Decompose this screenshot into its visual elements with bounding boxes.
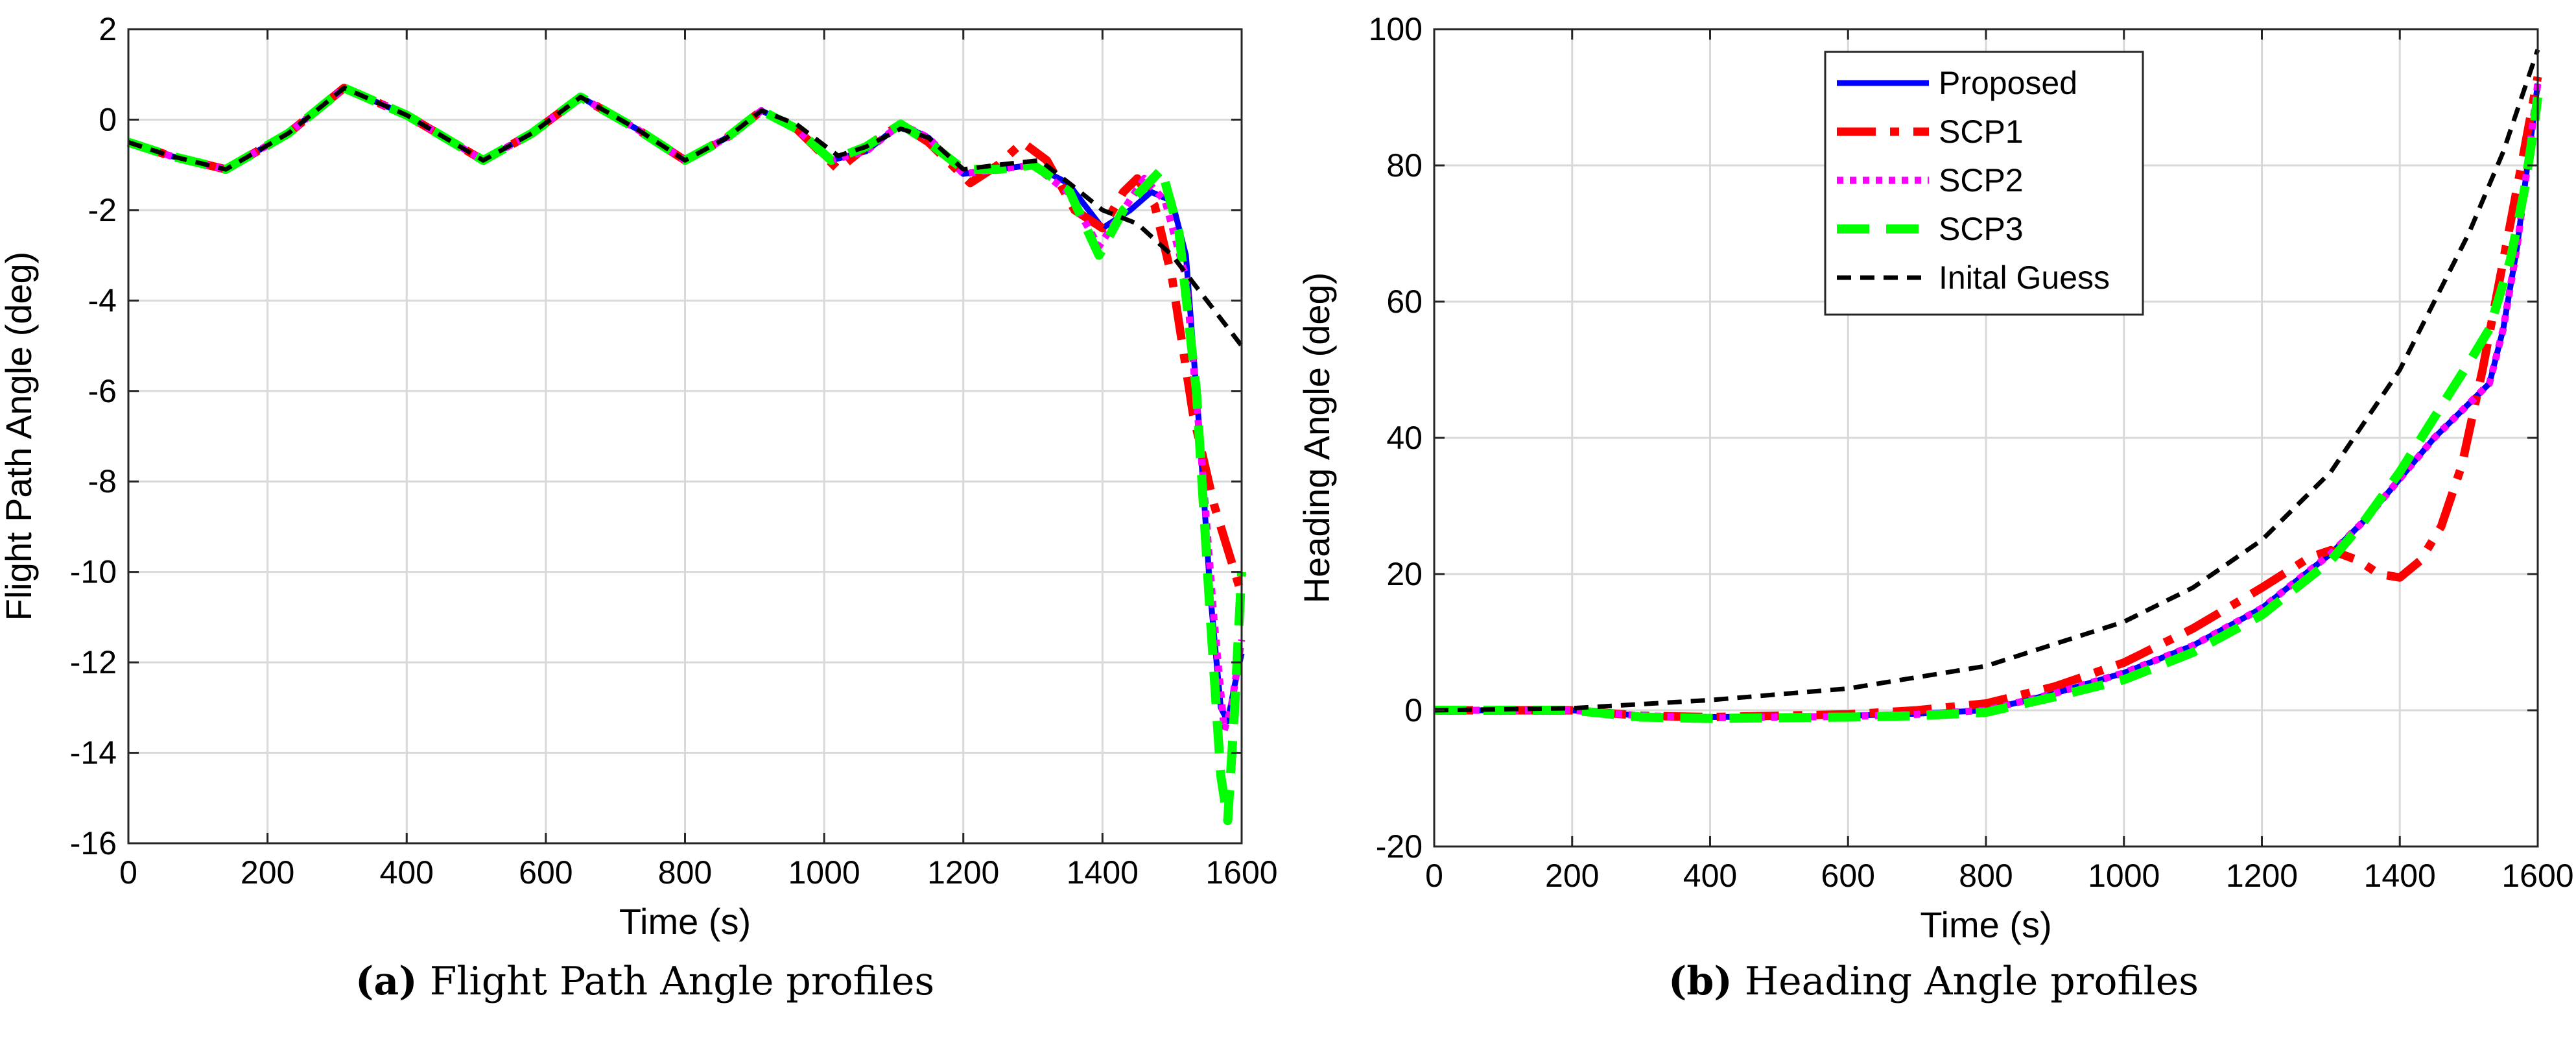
x-tick-label: 1200 <box>927 854 999 891</box>
legend-label-scp2: SCP2 <box>1939 162 2024 198</box>
y-tick-label: 40 <box>1386 420 1423 456</box>
y-tick-label: 100 <box>1369 11 1423 47</box>
y-tick-label: 0 <box>1404 692 1423 728</box>
x-tick-label: 1000 <box>2088 858 2160 894</box>
y-tick-label: -14 <box>70 735 117 771</box>
series-line-scp3 <box>1434 97 2542 723</box>
y-tick-label: -16 <box>70 825 117 861</box>
legend: Proposed SCP1 SCP2 SCP3 Inital Guess <box>1824 51 2144 316</box>
legend-label-scp3: SCP3 <box>1939 211 2024 247</box>
y-axis-label: Heading Angle (deg) <box>1296 272 1337 604</box>
y-tick-label: -6 <box>88 373 117 409</box>
y-tick-label: -10 <box>70 554 117 590</box>
series-line-inital-guess <box>127 86 1244 348</box>
y-tick-label: -8 <box>88 463 117 499</box>
y-tick-label: 20 <box>1386 556 1423 592</box>
x-tick-label: 0 <box>119 854 137 891</box>
x-tick-label: 400 <box>1683 858 1737 894</box>
x-tick-label: 0 <box>1425 858 1443 894</box>
caption-b-text: Heading Angle profiles <box>1744 959 2199 1004</box>
series-line-scp2 <box>1434 83 2542 721</box>
legend-label-inital-guess: Inital Guess <box>1939 259 2110 296</box>
y-tick-label: 80 <box>1386 147 1423 184</box>
series-group-b <box>1434 49 2542 723</box>
caption-a: (a) Flight Path Angle profiles <box>355 959 934 1004</box>
chart-heading-angle: 0 200 400 600 800 1000 1200 1400 1600-2002040608… <box>1296 11 2574 945</box>
y-axis-label: Flight Path Angle (deg) <box>0 252 39 621</box>
y-tick-label: 0 <box>99 101 117 138</box>
x-tick-label: 600 <box>1821 858 1875 894</box>
series-group-a <box>126 83 1246 826</box>
x-tick-label: 600 <box>519 854 573 891</box>
caption-a-text: Flight Path Angle profiles <box>429 959 935 1004</box>
y-tick-label: -12 <box>70 644 117 680</box>
y-tick-label: 2 <box>99 11 117 47</box>
chart-flight-path-angle: 0 200 400 600 800 1000 1200 1400 1600 -16 -14 -12 -1… <box>0 11 1278 942</box>
x-axis-label: Time (s) <box>1920 904 2051 945</box>
caption-a-label: (a) <box>355 959 418 1004</box>
x-tick-label: 800 <box>1959 858 2013 894</box>
x-tick-label: 200 <box>1545 858 1599 894</box>
y-tick-label: -2 <box>88 192 117 228</box>
x-tick-label: 800 <box>658 854 712 891</box>
y-tick-label: -20 <box>1376 828 1423 865</box>
x-tick-label: 1400 <box>2364 858 2436 894</box>
legend-label-proposed: Proposed <box>1939 65 2077 101</box>
x-tick-label: 1000 <box>788 854 860 891</box>
ticks-b: 0 200 400 600 800 1000 1200 1400 1600-2002040608… <box>1369 11 2574 894</box>
caption-b-label: (b) <box>1668 959 1732 1004</box>
y-tick-label: 60 <box>1386 283 1423 320</box>
x-tick-label: 1600 <box>2501 858 2573 894</box>
x-axis-label: Time (s) <box>619 901 751 942</box>
x-tick-label: 1400 <box>1067 854 1139 891</box>
x-tick-label: 200 <box>241 854 294 891</box>
ticks-a: 0 200 400 600 800 1000 1200 1400 1600 -16 -14 -12 -1… <box>70 11 1278 891</box>
series-line-inital-guess <box>1434 49 2540 713</box>
x-tick-label: 400 <box>380 854 434 891</box>
caption-b: (b) Heading Angle profiles <box>1668 959 2199 1004</box>
x-tick-label: 1600 <box>1205 854 1277 891</box>
series-line-scp3 <box>126 83 1246 826</box>
legend-label-scp1: SCP1 <box>1939 114 2024 150</box>
y-tick-label: -4 <box>88 282 117 318</box>
x-tick-label: 1200 <box>2226 858 2298 894</box>
